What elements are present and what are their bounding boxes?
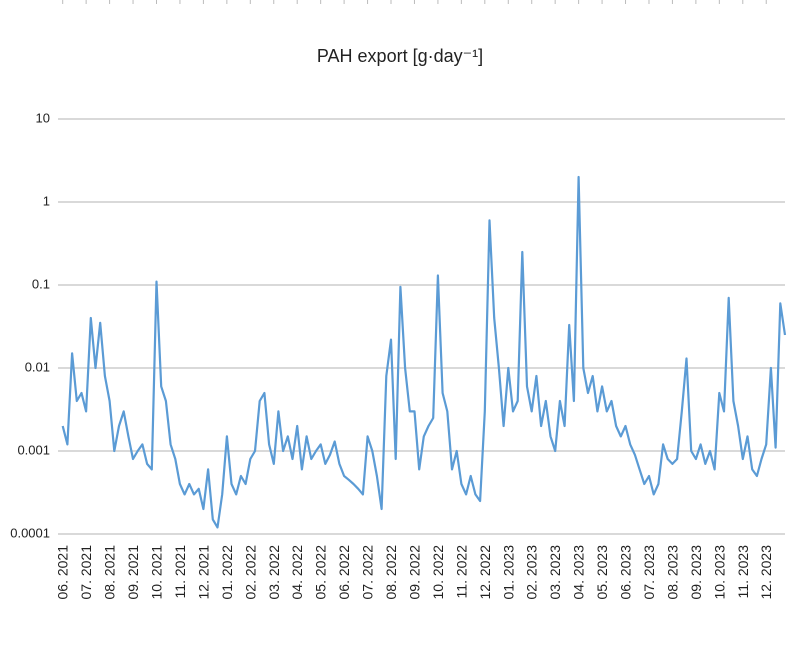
data-line (61, 175, 787, 529)
y-tick-label: 0.0001 (10, 525, 50, 540)
x-tick-label: 08. 2021 (102, 545, 118, 600)
y-tick-label: 0.01 (25, 359, 50, 374)
x-tick-label: 04. 2022 (289, 545, 305, 600)
x-tick-label: 11. 2021 (172, 545, 188, 599)
y-tick-label: 10 (36, 110, 50, 125)
x-tick-label: 01. 2023 (500, 545, 516, 600)
x-tick-label: 02. 2023 (524, 545, 540, 600)
x-tick-label: 01. 2022 (219, 545, 235, 600)
x-tick-label: 12. 2022 (477, 545, 493, 600)
x-tick-label: 12. 2021 (195, 545, 211, 600)
x-tick-label: 04. 2023 (571, 545, 587, 600)
x-tick-label: 07. 2022 (360, 545, 376, 600)
x-tick-label: 06. 2023 (618, 545, 634, 600)
x-tick-label: 10. 2022 (430, 545, 446, 600)
x-tick-label: 07. 2023 (641, 545, 657, 600)
x-tick-label: 09. 2023 (688, 545, 704, 600)
x-tick-label: 12. 2023 (758, 545, 774, 600)
x-tick-label: 03. 2023 (547, 545, 563, 600)
x-tick-label: 08. 2023 (664, 545, 680, 600)
x-tick-label: 06. 2021 (55, 545, 71, 600)
x-tick-label: 11. 2023 (735, 545, 751, 599)
x-tick-label: 09. 2022 (406, 545, 422, 600)
x-tick-label: 03. 2022 (266, 545, 282, 600)
x-tick-label: 06. 2022 (336, 545, 352, 600)
x-tick-label: 05. 2022 (313, 545, 329, 600)
y-tick-label: 0.001 (17, 442, 50, 457)
x-tick-label: 09. 2021 (125, 545, 141, 600)
x-tick-label: 05. 2023 (594, 545, 610, 600)
chart-title: PAH export [g·day⁻¹] (317, 46, 483, 66)
x-tick-label: 11. 2022 (453, 545, 469, 599)
x-tick-label: 10. 2021 (148, 545, 164, 600)
y-tick-label: 0.1 (32, 276, 50, 291)
x-tick-label: 08. 2022 (383, 545, 399, 600)
x-tick-label: 02. 2022 (242, 545, 258, 600)
x-tick-label: 07. 2021 (78, 545, 94, 600)
y-tick-label: 1 (43, 193, 50, 208)
x-tick-label: 10. 2023 (711, 545, 727, 600)
